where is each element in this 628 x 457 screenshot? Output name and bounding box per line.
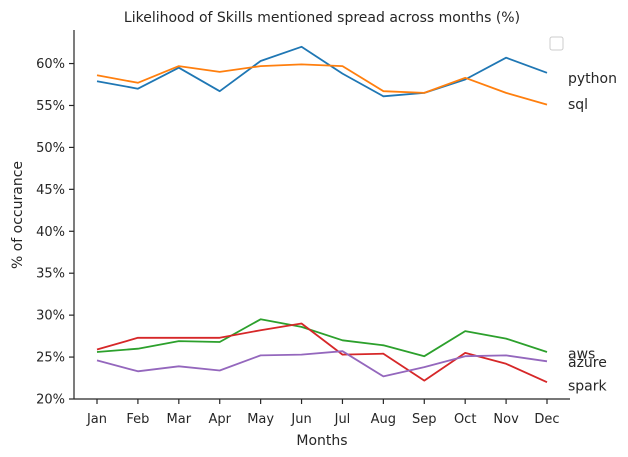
y-tick-label: 40% [36, 225, 65, 240]
series-end-label-azure: azure [568, 355, 607, 371]
y-tick-label: 35% [36, 267, 65, 282]
series-line-python [96, 45, 548, 98]
x-tick-label: Jun [290, 412, 311, 427]
y-tick-label: 55% [36, 99, 65, 114]
series-end-label-aws: aws [568, 347, 595, 363]
series-lines [96, 45, 548, 384]
series-line-azure [96, 322, 548, 384]
x-axis-ticks: Jan Feb Mar Apr May Jun Jul Aug Sep Oct Nov Dec [86, 399, 560, 427]
y-tick-label: 25% [36, 351, 65, 366]
x-tick-label: Aug [371, 412, 396, 427]
series-end-label-python: python [568, 71, 617, 87]
axes [73, 30, 570, 400]
legend-box [549, 36, 564, 51]
x-tick-label: Feb [126, 412, 149, 427]
series-end-label-sql: sql [568, 97, 588, 113]
x-tick-label: Mar [167, 412, 192, 427]
y-axis-ticks: 20% 25% 30% 35% 40% 45% 50% 55% 60% [36, 57, 74, 408]
series-line-spark [96, 350, 548, 378]
x-tick-label: Sep [412, 412, 437, 427]
x-axis-label: Months [296, 433, 347, 449]
x-tick-label: Dec [534, 412, 559, 427]
y-axis-label: % of occurance [10, 161, 26, 269]
x-tick-label: Nov [493, 412, 519, 427]
chart-title: Likelihood of Skills mentioned spread ac… [124, 10, 520, 26]
y-tick-label: 20% [36, 393, 65, 408]
series-line-aws [96, 318, 548, 358]
x-tick-label: Oct [454, 412, 476, 427]
x-tick-label: Jul [334, 412, 351, 427]
x-tick-label: Apr [208, 412, 231, 427]
x-tick-label: Jan [86, 412, 107, 427]
series-line-sql [96, 63, 548, 106]
y-tick-label: 60% [36, 57, 65, 72]
series-end-label-spark: spark [568, 379, 608, 395]
y-tick-label: 50% [36, 141, 65, 156]
y-tick-label: 30% [36, 309, 65, 324]
x-tick-label: May [247, 412, 274, 427]
y-tick-label: 45% [36, 183, 65, 198]
